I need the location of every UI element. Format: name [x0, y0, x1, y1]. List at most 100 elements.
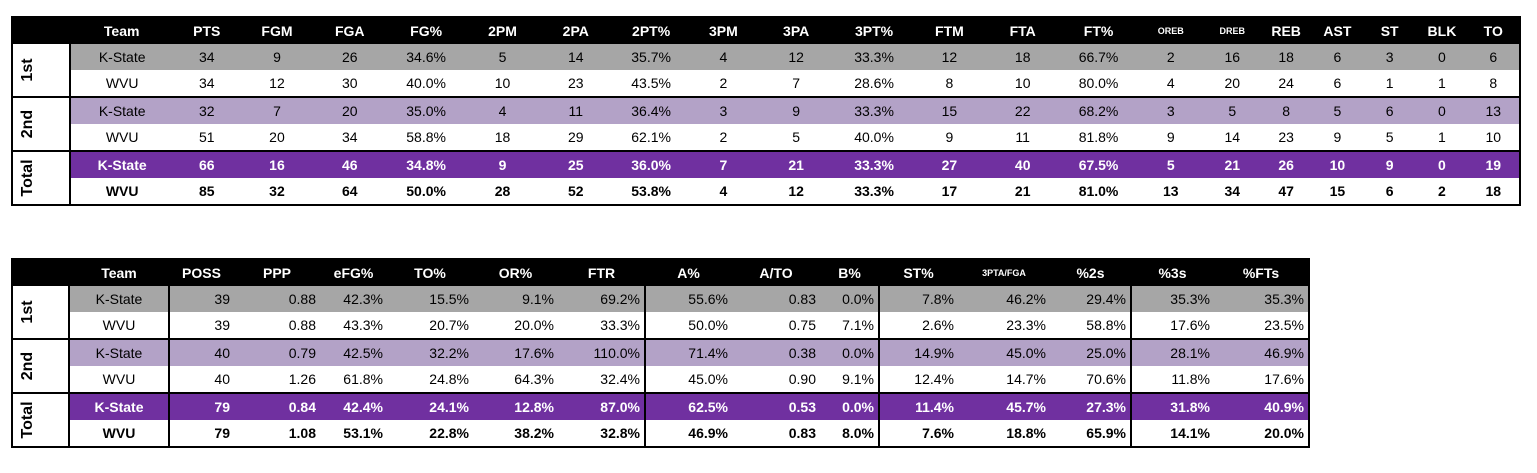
- stat-cell: 50.0%: [645, 312, 732, 340]
- stat-cell: 6: [1311, 70, 1363, 98]
- team-name-cell: WVU: [70, 124, 173, 152]
- table-row: 1st K-State 39 0.88 42.3% 15.5% 9.1% 69.2% 55.6%…: [12, 286, 1309, 340]
- col-header: FTM: [913, 17, 986, 44]
- col-header: A/TO: [732, 259, 820, 286]
- box-header-row: Team PTS FGM FGA FG% 2PM 2PA 2PT% 3PM 3P…: [12, 17, 1520, 44]
- stat-cell: 79: [168, 393, 234, 420]
- stat-cell: 35.3%: [1214, 286, 1309, 312]
- stat-cell: 21: [757, 151, 836, 178]
- stat-cell: 40.9%: [1214, 393, 1309, 420]
- stat-cell: 0.88: [234, 312, 320, 340]
- stat-cell: 21: [1204, 151, 1261, 178]
- stat-cell: 1: [1416, 70, 1468, 98]
- stat-cell: 33.3%: [835, 44, 914, 70]
- stat-cell: 1: [1416, 124, 1468, 152]
- stat-cell: 6: [1311, 44, 1363, 70]
- stat-cell: 22: [985, 97, 1060, 124]
- table-row: 2nd K-State 40 0.79 42.5% 32.2% 17.6% 110.0% 71.…: [12, 339, 1309, 394]
- col-header: %3s: [1131, 259, 1214, 286]
- stat-cell: 3: [689, 97, 758, 124]
- stat-cell: 45.0%: [645, 366, 732, 394]
- adv-header-row: Team POSS PPP eFG% TO% OR% FTR A% A/TO B…: [12, 259, 1309, 286]
- stat-cell: 71.4%: [645, 339, 732, 366]
- team-name-cell: WVU: [69, 366, 169, 394]
- stat-cell: 18: [1260, 44, 1312, 70]
- stat-cell: 29: [538, 124, 613, 152]
- stat-cell: 32.4%: [558, 366, 646, 394]
- corner-cell: [12, 259, 69, 286]
- col-header: AST: [1311, 17, 1363, 44]
- stat-cell: 0.84: [234, 393, 320, 420]
- stat-cell: 7.6%: [879, 420, 958, 448]
- stat-cell: 17.6%: [1131, 312, 1214, 340]
- stat-cell: 80.0%: [1059, 70, 1138, 98]
- stat-cell: 6: [1467, 44, 1520, 70]
- stat-cell: 33.3%: [835, 178, 914, 206]
- team-name-cell: K-State: [69, 286, 169, 312]
- stat-cell: 87.0%: [558, 393, 646, 420]
- col-header: TO: [1467, 17, 1520, 44]
- stat-cell: 45.0%: [958, 339, 1050, 366]
- stat-cell: 8.0%: [820, 420, 880, 448]
- stat-cell: 1.08: [234, 420, 320, 448]
- stat-cell: 27: [913, 151, 986, 178]
- stat-cell: 28: [466, 178, 539, 206]
- col-header: 3PTA/FGA: [958, 259, 1050, 286]
- stat-cell: 43.5%: [612, 70, 690, 98]
- stat-cell: 20.0%: [473, 312, 558, 340]
- stat-cell: 0.83: [732, 420, 820, 448]
- col-header: FTR: [558, 259, 645, 286]
- stat-cell: 11.8%: [1131, 366, 1214, 394]
- stat-cell: 24: [1260, 70, 1312, 98]
- stat-cell: 28.6%: [835, 70, 914, 98]
- stat-cell: 12.8%: [473, 393, 558, 420]
- stat-cell: 34.6%: [386, 44, 467, 70]
- stat-cell: 3: [1137, 97, 1205, 124]
- table-row: WVU 39 0.88 43.3% 20.7% 20.0% 33.3% 50.0% 0.75 7.…: [12, 312, 1309, 340]
- stat-cell: 9: [1137, 124, 1205, 152]
- half-label: 1st: [12, 44, 72, 98]
- stat-cell: 20.0%: [1214, 420, 1309, 448]
- stat-cell: 14.1%: [1131, 420, 1214, 448]
- table-row: Total K-State 66 16 46 34.8% 9 25 36.0% 7 21 33.3% 2…: [12, 151, 1520, 206]
- half-label: 1st: [12, 286, 70, 340]
- stat-cell: 62.1%: [612, 124, 690, 152]
- team-name-cell: WVU: [69, 420, 169, 448]
- stat-cell: 47: [1260, 178, 1312, 206]
- stat-cell: 2.6%: [879, 312, 958, 340]
- stat-cell: 9.1%: [473, 286, 558, 312]
- stat-cell: 55.6%: [645, 286, 732, 312]
- stat-cell: 8: [1260, 97, 1312, 124]
- stat-cell: 5: [1137, 151, 1205, 178]
- stat-cell: 6: [1363, 178, 1417, 206]
- stat-cell: 10: [466, 70, 539, 98]
- team-name-cell: K-State: [70, 97, 173, 124]
- stat-cell: 19: [1467, 151, 1520, 178]
- stat-cell: 14.7%: [958, 366, 1050, 394]
- stat-cell: 2: [689, 124, 758, 152]
- stat-cell: 4: [689, 178, 758, 206]
- stat-cell: 32.2%: [387, 339, 473, 366]
- stat-cell: 7: [240, 97, 314, 124]
- stat-cell: 27.3%: [1050, 393, 1132, 420]
- stat-cell: 9: [240, 44, 314, 70]
- table-row: WVU 34 12 30 40.0% 10 23 43.5% 2 7 28.6% 8 10 80.0% 4 2…: [12, 70, 1520, 98]
- stat-cell: 50.0%: [386, 178, 467, 206]
- stat-cell: 0.53: [732, 393, 820, 420]
- stat-cell: 34: [313, 124, 387, 152]
- stat-cell: 36.0%: [612, 151, 690, 178]
- stat-cell: 32: [172, 97, 241, 124]
- stat-cell: 8: [1467, 70, 1520, 98]
- stat-cell: 70.6%: [1050, 366, 1132, 394]
- stat-cell: 0: [1416, 151, 1468, 178]
- stat-cell: 0: [1416, 97, 1468, 124]
- stat-cell: 20: [1204, 70, 1261, 98]
- stat-cell: 42.4%: [320, 393, 387, 420]
- stat-cell: 25.0%: [1050, 339, 1132, 366]
- stat-cell: 39: [168, 312, 234, 340]
- stat-cell: 4: [689, 44, 758, 70]
- col-header: %2s: [1050, 259, 1131, 286]
- stat-cell: 0: [1416, 44, 1468, 70]
- stat-cell: 40: [985, 151, 1060, 178]
- stat-cell: 81.0%: [1059, 178, 1138, 206]
